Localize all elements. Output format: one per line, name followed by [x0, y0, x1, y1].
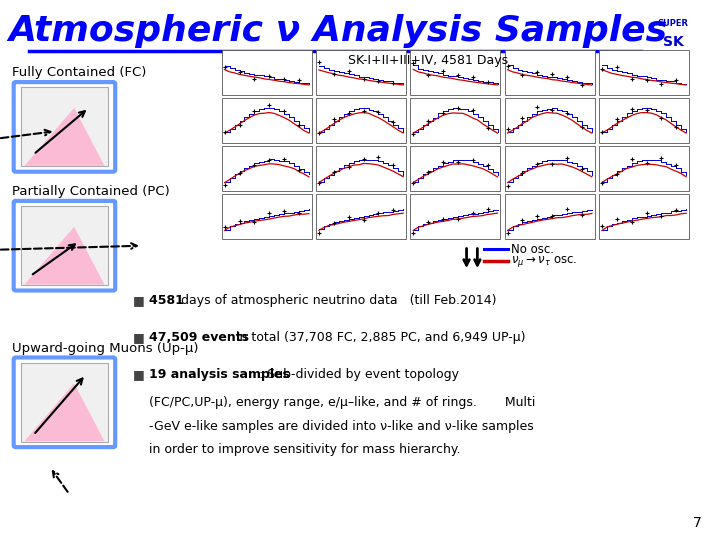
- Text: 19 analysis samples: 19 analysis samples: [149, 368, 290, 381]
- Bar: [316, 194, 406, 239]
- Text: in order to improve sensitivity for mass hierarchy.: in order to improve sensitivity for mass…: [149, 443, 461, 456]
- Bar: [599, 98, 689, 143]
- Bar: [410, 146, 500, 191]
- Bar: [222, 50, 312, 95]
- Text: No osc.: No osc.: [511, 243, 554, 256]
- FancyBboxPatch shape: [14, 201, 115, 291]
- Text: Atmospheric ν Analysis Samples: Atmospheric ν Analysis Samples: [9, 14, 668, 48]
- Text: SK-I+II+III+IV, 4581 Days: SK-I+II+III+IV, 4581 Days: [348, 54, 508, 67]
- FancyBboxPatch shape: [14, 82, 115, 172]
- Bar: [410, 194, 500, 239]
- Bar: [599, 194, 689, 239]
- Text: SUPER: SUPER: [657, 19, 689, 28]
- Bar: [316, 50, 406, 95]
- Text: 4581: 4581: [149, 294, 189, 307]
- Bar: [505, 50, 595, 95]
- Text: : Sub-divided by event topology: : Sub-divided by event topology: [259, 368, 459, 381]
- Text: in total (37,708 FC, 2,885 PC, and 6,949 UP-μ): in total (37,708 FC, 2,885 PC, and 6,949…: [236, 331, 526, 344]
- Bar: [222, 194, 312, 239]
- Bar: [21, 206, 108, 285]
- Text: ■: ■: [133, 368, 145, 381]
- Text: (FC/PC,UP-μ), energy range, e/μ–like, and # of rings.       Multi: (FC/PC,UP-μ), energy range, e/μ–like, an…: [149, 396, 536, 409]
- FancyBboxPatch shape: [14, 357, 115, 447]
- Bar: [505, 146, 595, 191]
- Bar: [505, 194, 595, 239]
- Bar: [222, 146, 312, 191]
- Text: ■: ■: [133, 294, 145, 307]
- Bar: [316, 146, 406, 191]
- Bar: [410, 50, 500, 95]
- Text: Partially Contained (PC): Partially Contained (PC): [12, 185, 170, 198]
- Text: days of atmospheric neutrino data   (till Feb.2014): days of atmospheric neutrino data (till …: [181, 294, 497, 307]
- Text: 7: 7: [693, 516, 702, 530]
- Polygon shape: [24, 227, 104, 285]
- Bar: [21, 363, 108, 442]
- Text: -GeV e-like samples are divided into ν-like and ν-like samples: -GeV e-like samples are divided into ν-l…: [149, 420, 534, 433]
- Text: ■: ■: [133, 331, 145, 344]
- Bar: [599, 50, 689, 95]
- Bar: [222, 98, 312, 143]
- Polygon shape: [24, 108, 104, 166]
- Text: SK: SK: [663, 35, 683, 49]
- Polygon shape: [24, 383, 104, 441]
- Bar: [410, 98, 500, 143]
- Text: 47,509 events: 47,509 events: [149, 331, 253, 344]
- Bar: [505, 98, 595, 143]
- Bar: [599, 146, 689, 191]
- Text: Upward-going Muons (Up-μ): Upward-going Muons (Up-μ): [12, 342, 199, 355]
- Text: Fully Contained (FC): Fully Contained (FC): [12, 66, 147, 79]
- Bar: [316, 98, 406, 143]
- Text: $\nu_\mu$$\rightarrow$$\nu_\tau$ osc.: $\nu_\mu$$\rightarrow$$\nu_\tau$ osc.: [511, 254, 577, 269]
- Bar: [21, 87, 108, 166]
